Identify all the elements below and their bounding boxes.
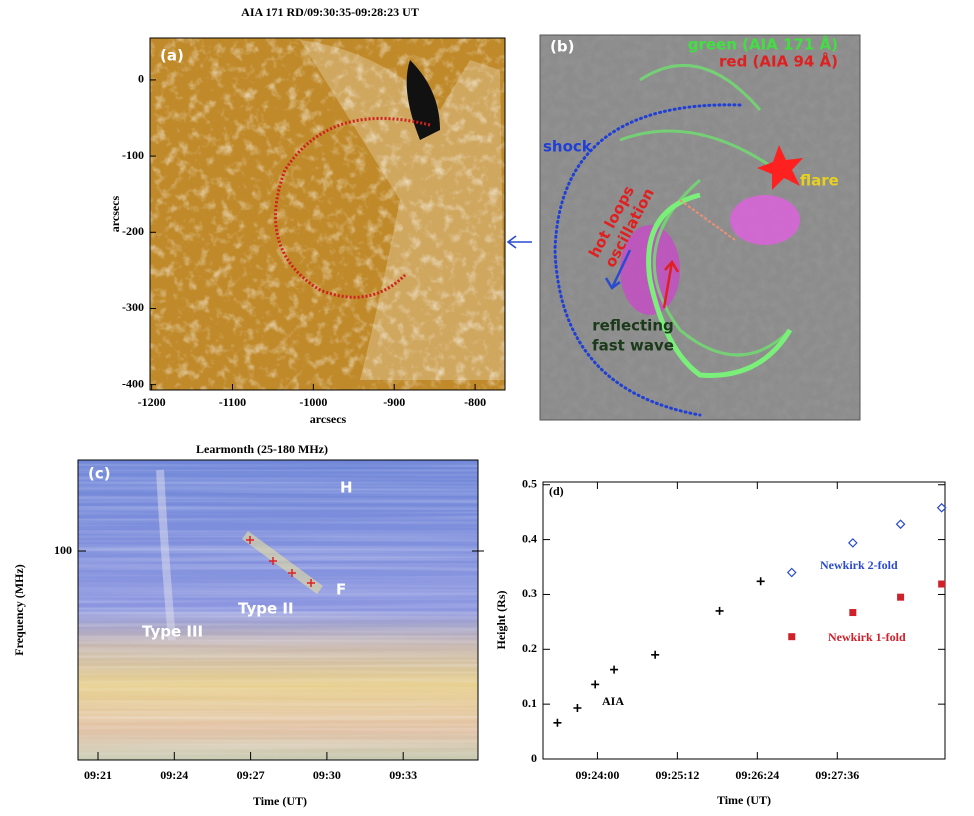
oscillation-trace [679,199,736,241]
point [936,502,947,513]
point [756,577,765,586]
y-label: Height (Rs) [494,591,508,650]
y-tick-label: 100 [54,543,72,557]
annotation: H [340,479,353,497]
legend-entry: green (AIA 171 Å) [688,35,838,54]
y-tick-label: 0 [531,751,537,765]
x-tick-label: 09:21 [84,768,112,782]
panel-a: AIA 171 RD/09:30:35-09:28:23 UT (a) arcs… [108,5,506,426]
x-tick-label: -1100 [219,395,246,409]
x-tick-label: 09:33 [389,768,417,782]
plot-frame [542,481,946,760]
flare-region [730,195,800,245]
x-tick-label: 09:27 [237,768,265,782]
y-tick-label: 0.5 [522,476,537,490]
panel-a-axes: -1200 -1100 -1000 -900 -800 0 -100 -200 -300 -400 [122,72,486,409]
x-label: arcsecs [310,412,347,426]
point [895,519,906,530]
panel-c: Learmonth (25-180 MHz) 100 Frequency (MH… [12,442,484,808]
x-label: Time (UT) [717,793,771,807]
panel-title: Learmonth (25-180 MHz) [196,442,328,456]
annotation: Type II [238,600,294,618]
y-label: arcsecs [108,195,122,232]
point [651,650,660,659]
x-tick-label: 09:24:00 [575,768,619,782]
x-tick-label: 09:27:36 [815,768,859,782]
point [591,680,600,689]
annotation: shock [543,138,593,156]
panel-label: (b) [550,38,574,56]
point [849,609,857,617]
point [847,538,858,548]
series-label: Newkirk 2-fold [820,558,898,572]
point [553,718,562,727]
arrow [662,259,680,309]
y-tick-label: -100 [122,148,144,162]
point [897,593,905,601]
loop-trace [274,116,431,299]
point [788,633,796,641]
x-tick-label: 09:25:12 [655,768,699,782]
shock-front [553,103,742,417]
y-tick-label: 0.2 [522,641,537,655]
point [610,665,619,674]
arrow [604,249,632,290]
fast-wave-loop [646,192,793,378]
x-tick-label: 09:30 [313,768,341,782]
annotation: Type III [142,623,203,641]
panel-label: (d) [549,484,564,498]
y-tick-label: 0 [138,72,144,86]
spectrogram-stripes [78,460,478,760]
image-texture [540,35,860,420]
x-tick-label: -800 [464,395,486,409]
panel-label: (c) [88,465,111,483]
flare-star [757,145,803,190]
frame [539,34,861,421]
panel-title: AIA 171 RD/09:30:35-09:28:23 UT [241,5,419,19]
arrow [506,235,532,249]
y-tick-label: -200 [122,224,144,238]
burst-points [246,536,315,587]
y-tick-label: -400 [122,376,144,390]
y-tick-label: 0.4 [522,531,537,545]
series-label: AIA [602,694,624,708]
y-tick-label: 0.1 [522,696,537,710]
panel-b: (b) green (AIA 171 Å) red (AIA 94 Å) sho… [539,34,861,421]
annotation: fast wave [592,337,674,355]
panel-c-axes: 09:21 09:24 09:27 09:30 09:33 [84,752,417,782]
point [938,580,946,588]
frame [149,37,506,391]
y-tick-label: 0.3 [522,586,537,600]
x-tick-label: -900 [383,395,405,409]
panel-d: (d) Height (Rs) Time (UT) 0 0.1 0.2 0.3 0.4 0… [494,476,947,807]
type-ii-burst [242,530,323,595]
annotation: flare [800,172,839,190]
point [715,606,724,615]
annotation: reflecting [592,317,673,335]
frame [77,459,479,761]
point [573,703,582,712]
x-tick-label: 09:26:24 [735,768,779,782]
x-tick-label: -1200 [138,395,166,409]
y-label: Frequency (MHz) [12,564,26,655]
type-iii-burst [156,469,176,641]
x-tick-label: 09:24 [160,768,188,782]
legend-entry: red (AIA 94 Å) [719,52,838,71]
x-tick-label: -1000 [299,395,327,409]
x-label: Time (UT) [253,794,307,808]
series-label: Newkirk 1-fold [828,630,906,644]
image-texture [150,38,505,390]
point [786,567,797,578]
bright-region [300,40,505,380]
y-tick-label: -300 [122,300,144,314]
annotation: F [336,581,346,599]
dark-core [406,60,440,140]
panel-label: (a) [160,47,184,65]
